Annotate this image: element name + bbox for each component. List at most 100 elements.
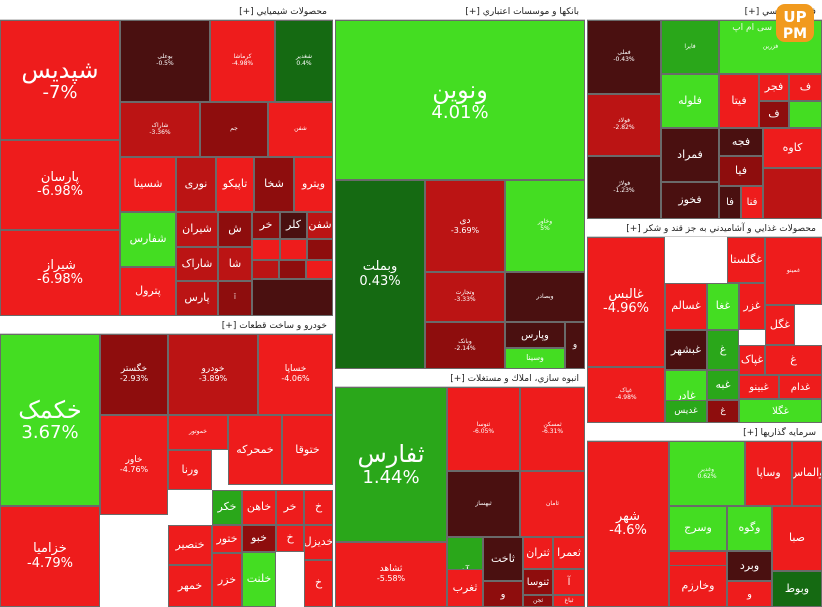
sector-title[interactable]: محصولات غذايي و آشاميدني به جز قند و شكر… — [587, 221, 822, 237]
stock-tile[interactable]: خمحرکه — [228, 415, 282, 485]
stock-tile[interactable]: فا — [719, 186, 741, 219]
stock-tile[interactable]: وگوه — [727, 506, 772, 551]
stock-tile[interactable]: شاراک -3.36% — [120, 102, 200, 157]
stock-tile[interactable]: ثمسکن -6.31% — [520, 387, 585, 471]
stock-tile[interactable]: وخارزم — [669, 565, 727, 607]
stock-tile[interactable]: کلر — [280, 212, 307, 239]
stock-tile[interactable]: شفن — [268, 102, 333, 157]
stock-tile[interactable]: وسرج — [669, 506, 727, 551]
stock-tile[interactable]: جم — [200, 102, 268, 157]
stock-tile[interactable]: ثبهساز — [447, 471, 520, 537]
stock-tile[interactable]: خساپا -4.06% — [258, 334, 333, 415]
stock-tile[interactable]: وبملت 0.43% — [335, 180, 425, 369]
stock-tile[interactable]: تاپیکو — [216, 157, 254, 212]
stock-tile[interactable] — [307, 239, 333, 260]
stock-tile[interactable]: وغدیر 0.62% — [669, 441, 745, 506]
stock-tile[interactable]: غ — [707, 400, 739, 423]
stock-tile[interactable]: فولاد -2.82% — [587, 94, 661, 156]
stock-tile[interactable]: خمهر — [168, 565, 212, 607]
stock-tile[interactable]: غدیس — [665, 400, 707, 423]
stock-tile[interactable]: ثباغ — [553, 595, 585, 607]
stock-tile[interactable]: پارسان -6.98% — [0, 140, 120, 230]
stock-tile[interactable]: ورنا — [168, 450, 212, 490]
stock-tile[interactable]: آ — [218, 281, 252, 316]
stock-tile[interactable]: نوری — [176, 157, 216, 212]
sector-title[interactable]: انبوه سازي، املاك و مستغلات [+] — [335, 371, 585, 387]
stock-tile[interactable]: فلوله — [661, 74, 719, 128]
stock-tile[interactable]: غغا — [707, 283, 739, 330]
stock-tile[interactable]: فمراد — [661, 128, 719, 182]
stock-tile[interactable]: غبشهر — [665, 330, 707, 370]
stock-tile[interactable]: دی -3.69% — [425, 180, 505, 272]
stock-tile[interactable]: ونوین 4.01% — [335, 20, 585, 180]
stock-tile[interactable]: ثامان — [520, 471, 585, 537]
stock-tile[interactable]: غگلا — [739, 399, 822, 423]
stock-tile[interactable]: فیا — [719, 156, 763, 186]
stock-tile[interactable] — [280, 239, 307, 260]
stock-tile[interactable]: فولاژ -1.23% — [587, 156, 661, 219]
stock-tile[interactable] — [252, 279, 333, 316]
stock-tile[interactable]: ثشاهد -5.58% — [335, 542, 447, 607]
stock-tile[interactable]: خزر — [212, 553, 242, 607]
stock-tile[interactable]: بوعلی -0.5% — [120, 20, 210, 102]
stock-tile[interactable]: غبه — [707, 370, 739, 400]
stock-tile[interactable]: خنصیر — [168, 525, 212, 565]
stock-tile[interactable]: غگل — [765, 305, 795, 345]
stock-tile[interactable]: شفن — [307, 212, 333, 239]
sector-title[interactable]: سرمايه گذاريها [+] — [587, 425, 822, 441]
stock-tile[interactable]: فخوز — [661, 182, 719, 219]
stock-tile[interactable]: صبا — [772, 506, 822, 571]
stock-tile[interactable]: شپدیس -7% — [0, 20, 120, 140]
stock-tile[interactable]: غمینو — [765, 237, 822, 305]
stock-tile[interactable]: آ — [553, 569, 585, 595]
stock-tile[interactable]: وساپا — [745, 441, 792, 506]
stock-tile[interactable]: ختوقا — [282, 415, 333, 485]
stock-tile[interactable]: وسینا — [505, 348, 565, 369]
stock-tile[interactable]: ثنوسا — [523, 569, 553, 595]
stock-tile[interactable]: ش — [218, 212, 252, 247]
stock-tile[interactable]: غ — [765, 345, 822, 375]
stock-tile[interactable]: و — [727, 581, 772, 607]
sector-title[interactable]: بانكها و موسسات اعتباري [+] — [335, 4, 585, 20]
stock-tile[interactable]: والماس — [792, 441, 822, 506]
stock-tile[interactable]: وبرد — [727, 551, 772, 581]
sector-title[interactable]: محصولات شيميايي [+] — [0, 4, 333, 20]
stock-tile[interactable]: شهر -4.6% — [587, 441, 669, 607]
stock-tile[interactable]: خزامیا -4.79% — [0, 506, 100, 607]
stock-tile[interactable]: شیراز -6.98% — [0, 230, 120, 316]
stock-tile[interactable]: وخاور 5% — [505, 180, 585, 272]
stock-tile[interactable]: خکر — [212, 490, 242, 525]
stock-tile[interactable]: و — [483, 581, 523, 607]
stock-tile[interactable]: ثجن — [523, 595, 553, 607]
stock-tile[interactable]: وبانک -2.14% — [425, 322, 505, 369]
stock-tile[interactable]: پارس — [176, 281, 218, 316]
stock-tile[interactable]: خکمک 3.67% — [0, 334, 100, 506]
stock-tile[interactable]: و — [565, 322, 585, 369]
stock-tile[interactable]: شیران — [176, 212, 218, 247]
stock-tile[interactable]: کرماشا -4.98% — [210, 20, 275, 102]
stock-tile[interactable]: پترول — [120, 267, 176, 316]
stock-tile[interactable] — [763, 168, 822, 219]
stock-tile[interactable]: غپاک — [739, 345, 765, 375]
stock-tile[interactable]: فملی -0.43% — [587, 20, 661, 94]
stock-tile[interactable]: خگستر -2.93% — [100, 334, 168, 415]
stock-tile[interactable] — [252, 239, 280, 260]
stock-tile[interactable]: وبصادر — [505, 272, 585, 322]
stock-tile[interactable]: وتجارت -3.33% — [425, 272, 505, 322]
stock-tile[interactable]: شغدیر 0.4% — [275, 20, 333, 102]
stock-tile[interactable]: خبو — [242, 525, 276, 552]
stock-tile[interactable]: خموتور — [168, 415, 228, 450]
stock-tile[interactable]: ثنوسا -6.05% — [447, 387, 520, 471]
stock-tile[interactable]: غزر — [739, 283, 765, 330]
stock-tile[interactable]: کاوه — [763, 128, 822, 168]
stock-tile[interactable]: خاهن — [242, 490, 276, 525]
stock-tile[interactable]: فایرا — [661, 20, 719, 74]
stock-tile[interactable]: خر — [252, 212, 280, 239]
sector-title[interactable]: خودرو و ساخت قطعات [+] — [0, 318, 333, 334]
stock-tile[interactable]: ختور — [212, 525, 242, 553]
stock-tile[interactable]: خ — [304, 490, 333, 525]
stock-tile[interactable] — [306, 260, 333, 279]
stock-tile[interactable]: وبوط — [772, 571, 822, 607]
stock-tile[interactable]: ثعمرا — [553, 537, 585, 569]
stock-tile[interactable]: غدام — [779, 375, 822, 399]
